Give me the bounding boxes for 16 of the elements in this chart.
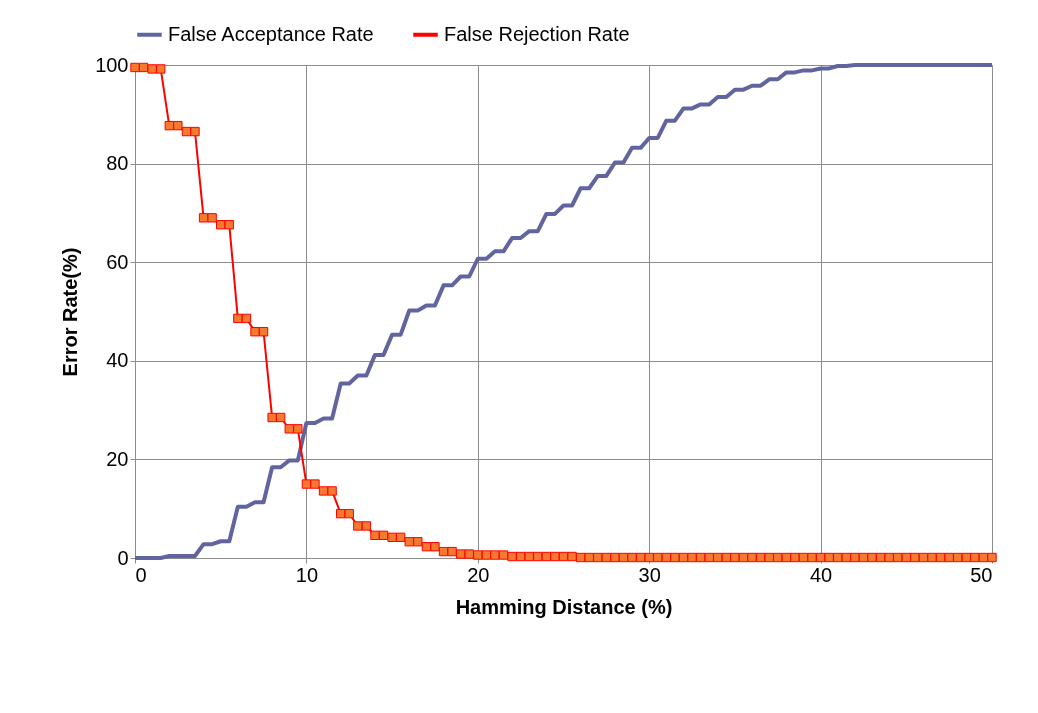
x-tick-label: 0 xyxy=(135,563,147,586)
x-tick-label: 40 xyxy=(809,563,833,586)
legend-label: False Acceptance Rate xyxy=(168,22,374,45)
y-tick-label: 20 xyxy=(106,447,129,470)
y-tick-label: 40 xyxy=(106,349,129,372)
legend-label: False Rejection Rate xyxy=(444,22,630,45)
x-tick-label: 10 xyxy=(295,563,319,586)
y-tick-label: 60 xyxy=(106,250,129,273)
x-axis-title: Hamming Distance (%) xyxy=(455,595,673,618)
x-tick-label: 50 xyxy=(970,563,993,586)
y-tick-label: 0 xyxy=(117,546,129,569)
x-tick-label: 20 xyxy=(467,563,490,586)
x-tick-label: 30 xyxy=(638,563,661,586)
y-axis-title: Error Rate(%) xyxy=(59,247,82,377)
y-tick-label: 100 xyxy=(95,53,129,76)
y-tick-label: 80 xyxy=(106,152,129,175)
